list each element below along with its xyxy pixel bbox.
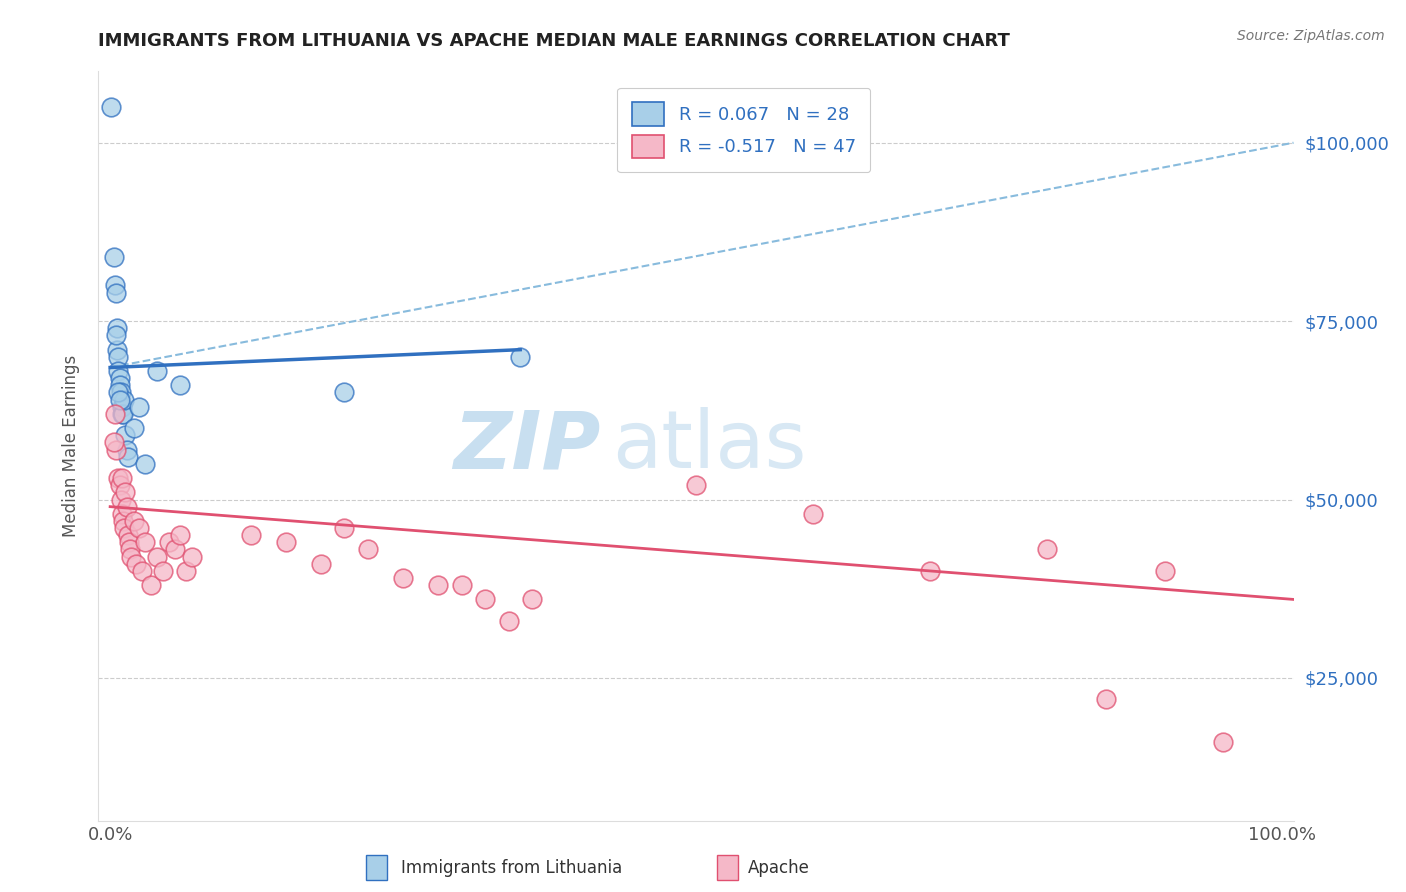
Point: [333, 521, 356, 535]
Point: [181, 549, 204, 564]
Point: [108, 478, 131, 492]
Point: [169, 528, 191, 542]
Point: [112, 392, 135, 407]
Point: [309, 557, 332, 571]
Point: [105, 328, 128, 343]
Point: [108, 371, 131, 385]
Point: [115, 442, 138, 457]
Point: [120, 549, 142, 564]
Text: IMMIGRANTS FROM LITHUANIA VS APACHE MEDIAN MALE EARNINGS CORRELATION CHART: IMMIGRANTS FROM LITHUANIA VS APACHE MEDI…: [98, 32, 1011, 50]
Point: [107, 471, 129, 485]
Point: [920, 564, 942, 578]
Point: [125, 557, 148, 571]
Text: ZIP: ZIP: [453, 407, 600, 485]
Point: [107, 364, 129, 378]
Point: [105, 442, 128, 457]
Point: [104, 407, 127, 421]
Point: [117, 528, 139, 542]
Point: [333, 385, 356, 400]
Point: [427, 578, 450, 592]
Point: [128, 400, 150, 414]
Point: [685, 478, 707, 492]
Point: [117, 450, 139, 464]
Point: [105, 321, 128, 335]
Point: [107, 350, 129, 364]
Point: [110, 492, 132, 507]
Point: [157, 535, 180, 549]
Point: [174, 564, 197, 578]
Point: [239, 528, 262, 542]
Point: [114, 428, 136, 442]
Point: [474, 592, 496, 607]
Point: [100, 100, 122, 114]
Point: [108, 392, 131, 407]
Point: [111, 471, 134, 485]
Text: Immigrants from Lithuania: Immigrants from Lithuania: [401, 859, 621, 877]
Point: [146, 364, 169, 378]
Point: [105, 285, 128, 300]
Point: [520, 592, 543, 607]
Point: [152, 564, 174, 578]
Point: [146, 549, 169, 564]
Point: [134, 457, 156, 471]
Point: [392, 571, 415, 585]
Point: [801, 507, 824, 521]
Point: [111, 407, 134, 421]
Point: [1036, 542, 1059, 557]
Point: [112, 407, 135, 421]
Point: [104, 278, 127, 293]
Point: [274, 535, 297, 549]
Point: [118, 535, 141, 549]
Text: Source: ZipAtlas.com: Source: ZipAtlas.com: [1237, 29, 1385, 43]
Point: [1153, 564, 1175, 578]
Point: [122, 514, 145, 528]
Point: [115, 500, 138, 514]
Point: [169, 378, 191, 392]
Point: [111, 507, 134, 521]
Text: atlas: atlas: [613, 407, 807, 485]
Point: [122, 421, 145, 435]
Point: [103, 435, 125, 450]
Point: [131, 564, 153, 578]
Point: [112, 514, 135, 528]
Point: [120, 542, 141, 557]
Point: [107, 385, 129, 400]
Point: [103, 250, 125, 264]
Y-axis label: Median Male Earnings: Median Male Earnings: [62, 355, 80, 537]
Point: [357, 542, 380, 557]
Point: [105, 343, 128, 357]
Point: [134, 535, 156, 549]
Point: [1095, 692, 1118, 706]
Point: [114, 485, 136, 500]
Legend: R = 0.067   N = 28, R = -0.517   N = 47: R = 0.067 N = 28, R = -0.517 N = 47: [617, 88, 870, 172]
Point: [1212, 735, 1234, 749]
Point: [108, 378, 131, 392]
Point: [112, 521, 135, 535]
Point: [498, 614, 520, 628]
Point: [128, 521, 150, 535]
Point: [141, 578, 163, 592]
Point: [509, 350, 531, 364]
Point: [111, 400, 134, 414]
Point: [110, 385, 132, 400]
Text: Apache: Apache: [748, 859, 810, 877]
Point: [163, 542, 186, 557]
Point: [450, 578, 472, 592]
